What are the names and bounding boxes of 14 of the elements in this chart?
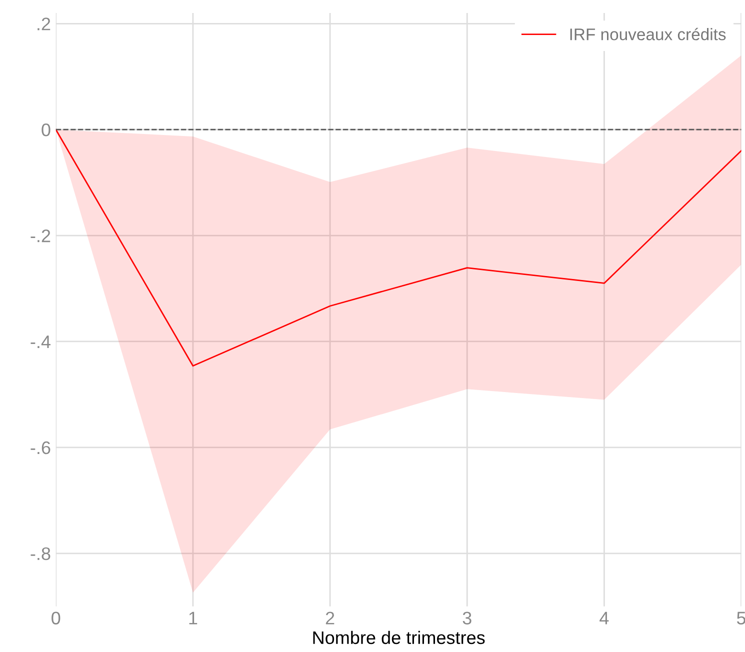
y-tick-label: -.8 [30,547,50,560]
x-tick-label: 0 [52,612,60,624]
y-tick-label: .2 [38,18,50,30]
legend-label: IRF nouveaux crédits [570,28,726,40]
x-tick-label: 1 [189,612,198,624]
x-tick-label: 4 [600,612,609,624]
x-tick-label: 3 [462,612,472,624]
y-tick-label: 0 [42,124,50,136]
x-tick-label: 2 [326,612,334,624]
y-tick-label: -.4 [30,336,50,348]
line-series [56,128,742,367]
x-axis-title: Nombre de trimestres [313,630,485,644]
y-tick-label: -.6 [30,441,50,454]
y-tick-label: -.2 [30,229,50,242]
